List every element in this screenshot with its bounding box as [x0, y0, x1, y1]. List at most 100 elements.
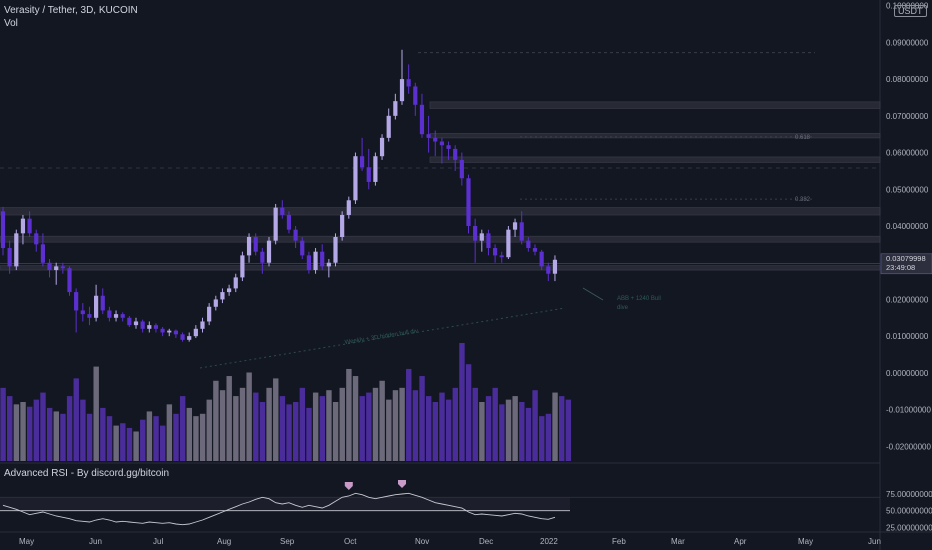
candle-body: [433, 137, 438, 142]
candle-body: [293, 229, 298, 241]
volume-bar: [545, 413, 552, 461]
volume-bar: [126, 427, 133, 461]
candle-body: [446, 145, 451, 149]
volume-bar: [439, 392, 445, 461]
resistance-zone: [0, 265, 881, 271]
volume-bar: [253, 392, 259, 461]
candle-body: [453, 148, 458, 160]
volume-bar: [186, 407, 192, 461]
annotation-text: ABB + 1240 Bull: [617, 296, 661, 302]
volume-bar: [319, 396, 325, 461]
volume-bar: [306, 407, 312, 461]
volume-bar: [140, 419, 146, 461]
candle-body: [227, 288, 232, 293]
volume-bar: [133, 431, 139, 461]
candle-body: [20, 218, 26, 234]
time-axis-label: Dec: [479, 537, 493, 546]
volume-bar: [273, 378, 279, 461]
volume-bar: [279, 396, 286, 461]
volume-bar: [20, 402, 26, 461]
candle-body: [353, 156, 358, 201]
candle-body: [286, 214, 292, 230]
volume-bar: [519, 402, 525, 461]
volume-bar: [213, 380, 219, 461]
time-axis-label: Oct: [344, 537, 357, 546]
currency-unit-button[interactable]: USDT: [894, 5, 927, 17]
candle-body: [346, 200, 351, 215]
candle-body: [512, 222, 518, 230]
candle-body: [233, 277, 238, 289]
countdown-label: 23:49:08: [886, 263, 915, 272]
candle-body: [40, 244, 45, 263]
price-axis-label: 0.02000000: [886, 295, 929, 304]
candle-body: [27, 218, 32, 234]
candle-body: [493, 248, 498, 256]
candle-body: [320, 251, 325, 267]
candle-body: [479, 233, 484, 241]
volume-bar: [60, 413, 66, 461]
resistance-zone: [429, 101, 881, 109]
time-axis-label: Mar: [671, 537, 685, 546]
volume-bar: [193, 416, 199, 461]
time-axis-label: Jul: [153, 537, 163, 546]
volume-bar: [359, 396, 365, 461]
volume-bar: [66, 396, 73, 461]
price-axis-label: 0.07000000: [886, 112, 929, 121]
candle-body: [313, 251, 318, 271]
volume-bar: [33, 399, 40, 461]
candle-body: [220, 292, 225, 300]
volume-bar: [392, 390, 399, 461]
volume-bar: [485, 396, 492, 461]
time-axis-label: Feb: [612, 537, 626, 546]
volume-bar: [199, 413, 206, 461]
volume-label: Vol: [4, 18, 18, 29]
volume-bar: [173, 413, 179, 461]
candle-body: [193, 328, 198, 337]
price-axis-label: 0.00000000: [886, 369, 929, 378]
candle-body: [74, 292, 79, 311]
rsi-divergence-marker: [398, 480, 406, 488]
candle-body: [207, 306, 212, 322]
candle-body: [67, 268, 72, 293]
time-axis-label: 2022: [540, 537, 558, 546]
volume-bar: [479, 402, 485, 461]
candle-body: [94, 295, 99, 318]
candle-body: [333, 237, 338, 263]
volume-bar: [40, 392, 46, 461]
volume-bar: [532, 390, 538, 461]
candle-body: [326, 262, 331, 267]
rsi-axis-label: 75.00000000: [886, 490, 932, 499]
volume-bar: [27, 406, 33, 461]
candle-body: [273, 207, 278, 241]
time-axis-label: May: [798, 537, 813, 546]
candle-body: [360, 156, 365, 168]
volume-bar: [552, 392, 558, 461]
candle-body: [47, 262, 52, 271]
candle-body: [100, 295, 105, 311]
volume-bar: [452, 387, 458, 461]
volume-bar: [432, 402, 439, 461]
candle-body: [280, 207, 285, 215]
volume-bar: [445, 399, 452, 461]
candle-body: [413, 86, 418, 105]
price-axis-label: -0.02000000: [886, 442, 931, 451]
rsi-indicator-title: Advanced RSI - By discord.gg/bitcoin: [4, 468, 170, 479]
resistance-zone: [0, 207, 881, 216]
candle-body: [266, 240, 272, 263]
candle-body: [373, 156, 378, 182]
candle-body: [246, 237, 252, 256]
candle-body: [399, 79, 405, 102]
candle-body: [113, 314, 119, 318]
candle-body: [127, 317, 132, 326]
candle-body: [379, 137, 385, 157]
price-axis-label: 0.04000000: [886, 222, 929, 231]
rsi-axis-label: 25.00000000: [886, 523, 932, 532]
volume-bar: [399, 387, 405, 461]
rsi-divergence-marker: [344, 482, 353, 490]
volume-bar: [80, 399, 86, 461]
volume-bar: [352, 376, 359, 461]
candle-body: [386, 115, 391, 138]
candle-body: [439, 141, 444, 146]
volume-bar: [372, 387, 379, 461]
